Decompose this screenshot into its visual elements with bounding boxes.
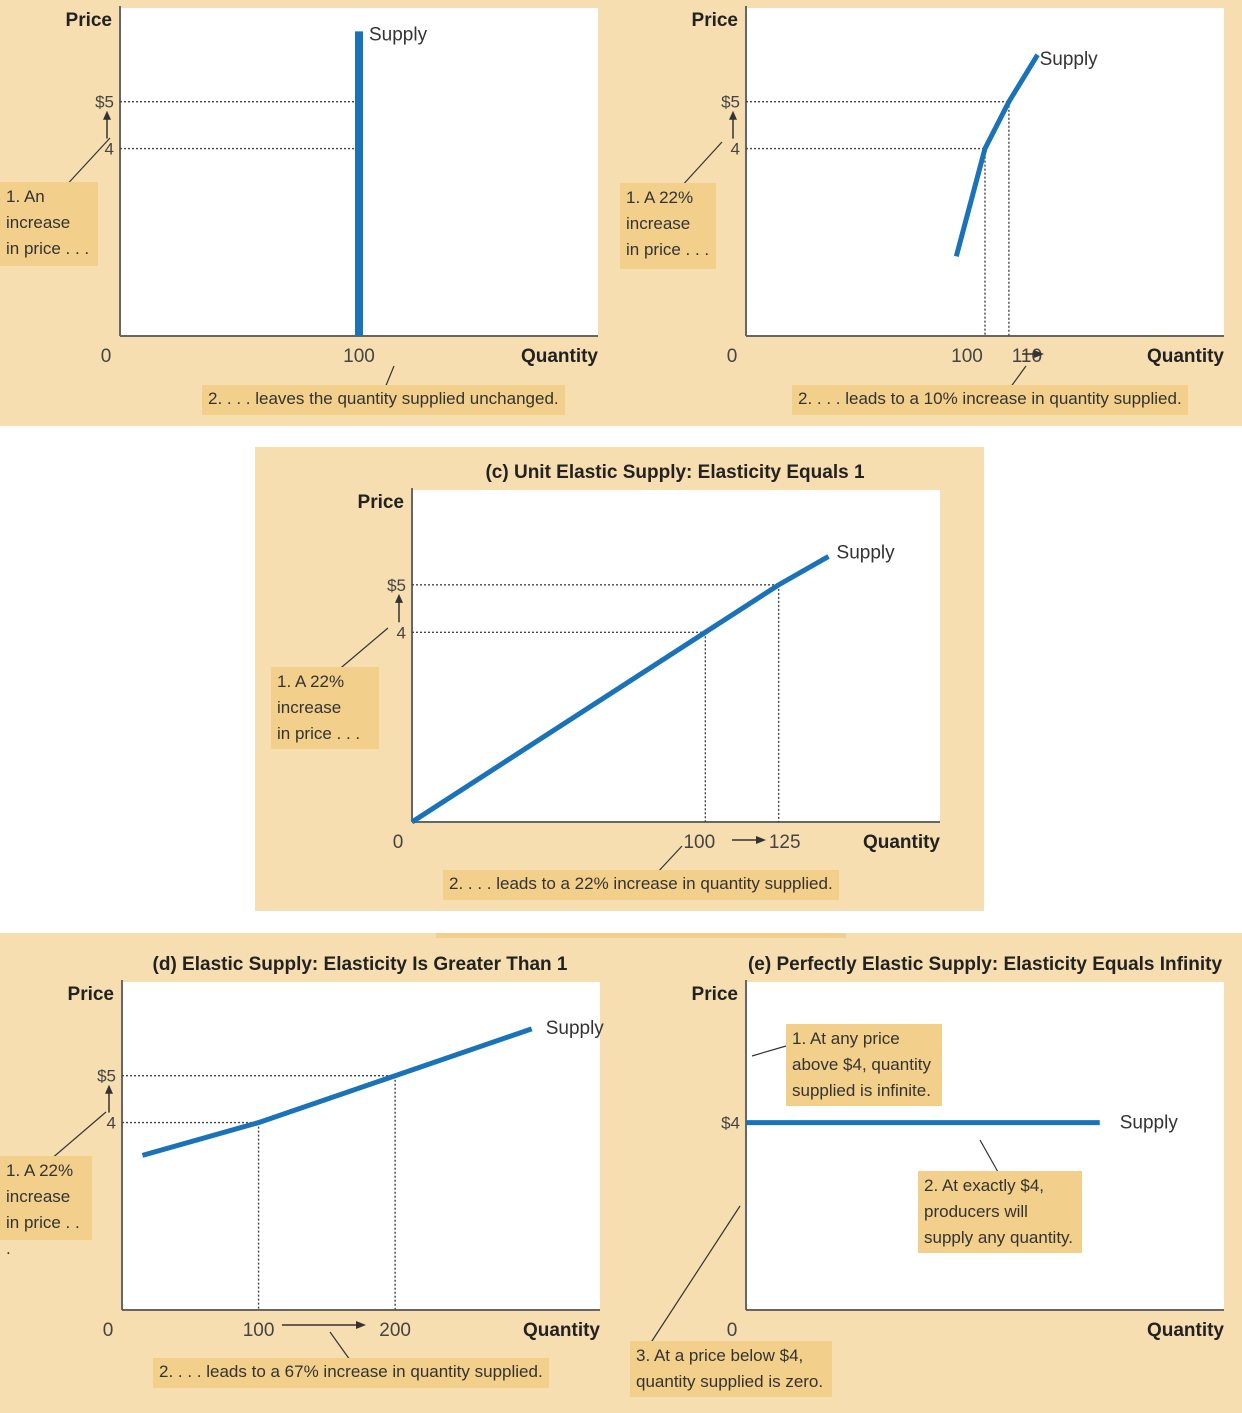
chart-c-ylabel: Price [358,492,404,513]
chart-e-xlabel: Quantity [1147,1320,1224,1341]
chart-c-xtick-0: 0 [393,832,404,853]
chart-a-xtick-1: 100 [343,346,375,367]
chart-c-title: (c) Unit Elastic Supply: Elasticity Equa… [485,462,864,483]
chart-e-ylabel: Price [692,984,738,1005]
chart-d-series-label: Supply [546,1018,605,1039]
chart-e-series-label: Supply [1120,1113,1179,1134]
chart-d-xtick-1: 100 [243,1320,275,1341]
annotation-a-price-increase: 1. An increase in price . . . [0,182,98,266]
chart-c-xtick-1: 100 [683,832,715,853]
annotation-a-quantity-unchanged: 2. . . . leaves the quantity supplied un… [202,385,565,415]
chart-d-leader-price [49,1111,107,1161]
chart-b-xlabel: Quantity [1147,346,1224,367]
annotation-d-quantity-increase: 2. . . . leads to a 67% increase in quan… [153,1358,549,1388]
annotation-e-below-price: 3. At a price below $4, quantity supplie… [630,1341,832,1397]
chart-d-leader-quantity [329,1331,351,1361]
chart-a-y-arrow-head [103,110,111,120]
chart-d-plot-area [122,982,600,1310]
chart-d-ytick-1: 4 [107,1114,116,1133]
annotation-e-exact-price: 2. At exactly $4, producers will supply … [918,1171,1082,1253]
chart-e-xtick-0: 0 [727,1320,738,1341]
chart-b-ytick-1: 4 [731,140,740,159]
chart-b-plot-area [746,8,1224,336]
chart-b-xtick-0: 0 [727,346,738,367]
chart-a-ylabel: Price [66,10,112,31]
chart-c-leader-price [335,627,389,673]
chart-e-leader-exact [979,1139,999,1173]
chart-d-xtick-0: 0 [103,1320,114,1341]
annotation-e-above-price: 1. At any price above $4, quantity suppl… [786,1024,942,1106]
chart-b-supply-line [953,53,1040,257]
chart-a-ytick-0: $5 [95,93,114,112]
chart-c-xlabel: Quantity [863,832,940,853]
chart-b-xtick-1: 100 [951,346,983,367]
chart-a-series-label: Supply [369,24,428,45]
chart-b-ytick-0: $5 [721,93,740,112]
chart-c-leader-quantity [655,845,683,875]
chart-c-x-arrow-head [756,836,766,844]
chart-b-ylabel: Price [692,10,738,31]
chart-e-leader-above [751,1045,787,1057]
annotation-c-price-increase: 1. A 22% increase in price . . . [271,667,379,749]
chart-e-leader-below [649,1205,741,1345]
annotation-c-quantity-increase: 2. . . . leads to a 22% increase in quan… [443,870,839,900]
chart-e-ytick-0: $4 [721,1114,740,1133]
chart-c-series-label: Supply [837,542,896,563]
chart-a-leader-price [61,137,111,191]
chart-a-xlabel: Quantity [521,346,598,367]
chart-b-y-arrow-head [729,110,737,120]
chart-d-xtick-2: 200 [379,1320,411,1341]
chart-d-supply-line [141,1026,533,1158]
chart-b-leader-quantity [1009,365,1027,389]
chart-c-xtick-2: 125 [769,832,801,853]
chart-d-title: (d) Elastic Supply: Elasticity Is Greate… [153,954,568,975]
annotation-d-price-increase: 1. A 22% increase in price . . . [0,1156,92,1258]
chart-b-x-arrow-head [1034,350,1044,358]
chart-b-leader-price [679,141,723,189]
chart-d-ytick-0: $5 [97,1067,116,1086]
chart-c-ytick-0: $5 [387,576,406,595]
chart-d-ylabel: Price [68,984,114,1005]
chart-a-leader-quantity [384,365,395,389]
chart-a-xtick-0: 0 [101,346,112,367]
chart-c-y-arrow-head [395,593,403,603]
chart-e-title: (e) Perfectly Elastic Supply: Elasticity… [748,954,1223,975]
chart-b-series-label: Supply [1040,49,1099,70]
chart-c-supply-line [410,554,830,825]
chart-a-ytick-1: 4 [105,140,114,159]
panel-divider-strip [436,933,846,938]
annotation-b-quantity-increase: 2. . . . leads to a 10% increase in quan… [792,385,1188,415]
chart-d-y-arrow-head [105,1084,113,1094]
chart-d-x-arrow-head [356,1321,366,1329]
chart-d-xlabel: Quantity [523,1320,600,1341]
annotation-b-price-increase: 1. A 22% increase in price . . . [620,183,716,269]
chart-c-ytick-1: 4 [397,623,406,642]
